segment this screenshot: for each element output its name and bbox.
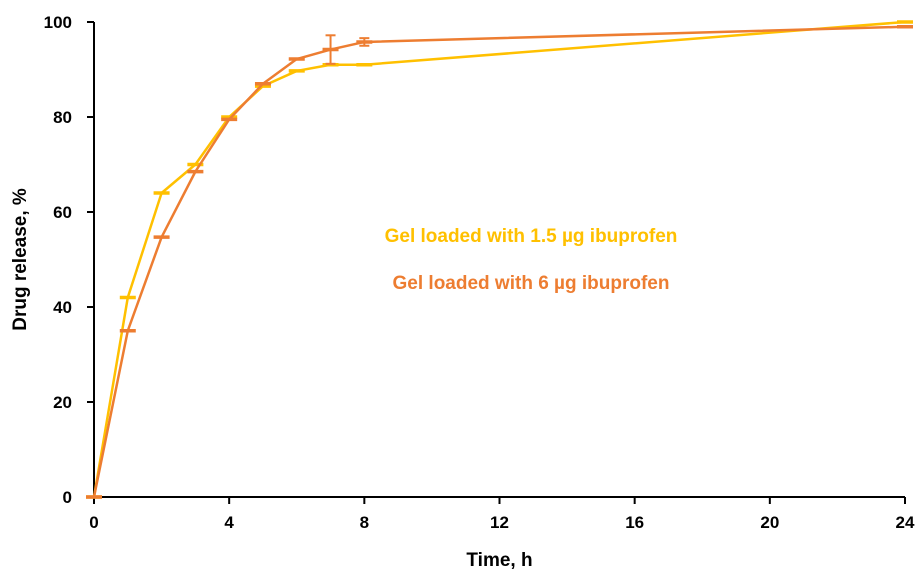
y-axis-title: Drug release, % bbox=[10, 188, 31, 331]
x-tick-label: 4 bbox=[224, 513, 234, 532]
x-tick-label: 20 bbox=[760, 513, 779, 532]
x-tick-label: 16 bbox=[625, 513, 644, 532]
y-ticks: 0 20 40 60 80 100 bbox=[44, 13, 94, 507]
y-tick-label: 100 bbox=[44, 13, 72, 32]
x-tick-label: 8 bbox=[360, 513, 369, 532]
data-point bbox=[322, 34, 339, 65]
x-axis-title: Time, h bbox=[466, 550, 532, 571]
series-1 bbox=[86, 20, 913, 499]
y-tick-label: 40 bbox=[53, 298, 72, 317]
series-2 bbox=[86, 25, 913, 499]
y-tick-label: 60 bbox=[53, 203, 72, 222]
x-tick-label: 12 bbox=[490, 513, 509, 532]
axes: 0 4 8 12 16 20 24 0 20 40 60 80 100 bbox=[44, 13, 915, 532]
x-tick-label: 24 bbox=[896, 513, 915, 532]
x-tick-label: 0 bbox=[89, 513, 98, 532]
legend-entry-6ug: Gel loaded with 6 µg ibuprofen bbox=[393, 273, 670, 294]
x-ticks: 0 4 8 12 16 20 24 bbox=[89, 497, 915, 532]
legend: Gel loaded with 1.5 µg ibuprofen Gel loa… bbox=[385, 226, 678, 294]
y-tick-label: 80 bbox=[53, 108, 72, 127]
y-tick-label: 0 bbox=[63, 488, 72, 507]
series-line bbox=[92, 25, 906, 498]
series-layer bbox=[86, 20, 913, 499]
y-tick-label: 20 bbox=[53, 393, 72, 412]
legend-entry-1.5ug: Gel loaded with 1.5 µg ibuprofen bbox=[385, 226, 678, 247]
series-line bbox=[92, 20, 906, 498]
data-point bbox=[356, 37, 373, 47]
